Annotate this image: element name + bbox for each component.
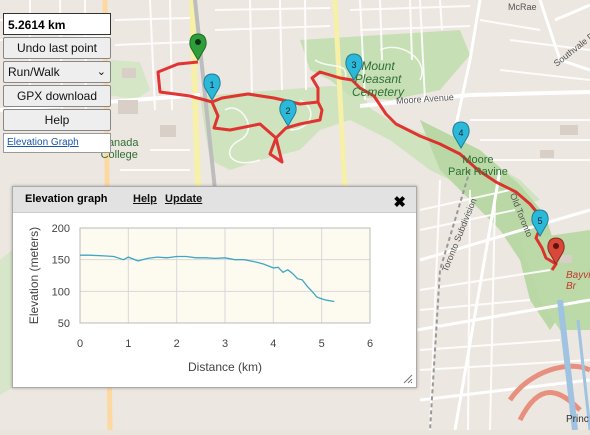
- elevation-chart: 0 1 2 3 4 5 6 50 100 150 200 Distance (km) Elevation…: [13, 213, 416, 393]
- x-tick-label: 2: [174, 338, 180, 350]
- help-button[interactable]: Help: [3, 109, 111, 131]
- elevation-dialog: Elevation graph Help Update ✖ 0 1 2 3 4 5 6 50 1…: [12, 186, 417, 388]
- y-tick-label: 100: [52, 286, 70, 298]
- svg-text:3: 3: [351, 60, 356, 70]
- elevation-graph-link[interactable]: Elevation Graph: [7, 137, 79, 148]
- svg-text:4: 4: [458, 128, 463, 138]
- svg-text:5: 5: [537, 216, 542, 226]
- x-axis-label: Distance (km): [188, 360, 262, 374]
- x-tick-label: 3: [222, 338, 228, 350]
- dialog-help-link[interactable]: Help: [133, 193, 157, 205]
- y-axis-label: Elevation (meters): [27, 227, 41, 324]
- dialog-title: Elevation graph: [25, 193, 108, 205]
- x-tick-label: 1: [125, 338, 131, 350]
- x-tick-label: 0: [77, 338, 83, 350]
- x-tick-label: 4: [270, 338, 276, 350]
- close-icon[interactable]: ✖: [393, 194, 406, 211]
- mode-select[interactable]: Run/Walk ⌄: [3, 61, 111, 83]
- plot-border: [79, 227, 371, 324]
- y-tick-label: 150: [52, 255, 70, 267]
- control-panel: 5.2614 km Undo last point Run/Walk ⌄ GPX…: [3, 13, 111, 153]
- mode-select-value: Run/Walk: [8, 65, 60, 79]
- svg-text:1: 1: [209, 80, 214, 90]
- elevation-graph-link-box: Elevation Graph: [3, 133, 111, 153]
- svg-text:2: 2: [285, 106, 290, 116]
- x-tick-label: 5: [319, 338, 325, 350]
- x-tick-label: 6: [367, 338, 373, 350]
- resize-grip-icon[interactable]: [403, 374, 413, 384]
- elevation-series-line: [80, 254, 335, 303]
- route-markers: 1 2 3 4 5: [189, 33, 565, 265]
- y-tick-label: 200: [52, 223, 70, 235]
- elevation-chart-svg: 0 1 2 3 4 5 6 50 100 150 200 Distance (km) Elevation…: [27, 223, 373, 374]
- chevron-down-icon: ⌄: [96, 66, 106, 78]
- distance-readout: 5.2614 km: [3, 13, 111, 35]
- undo-last-point-button[interactable]: Undo last point: [3, 37, 111, 59]
- y-tick-label: 50: [58, 318, 70, 330]
- gpx-download-button[interactable]: GPX download: [3, 85, 111, 107]
- dialog-titlebar[interactable]: Elevation graph Help Update ✖: [13, 187, 416, 213]
- dialog-update-link[interactable]: Update: [165, 193, 203, 205]
